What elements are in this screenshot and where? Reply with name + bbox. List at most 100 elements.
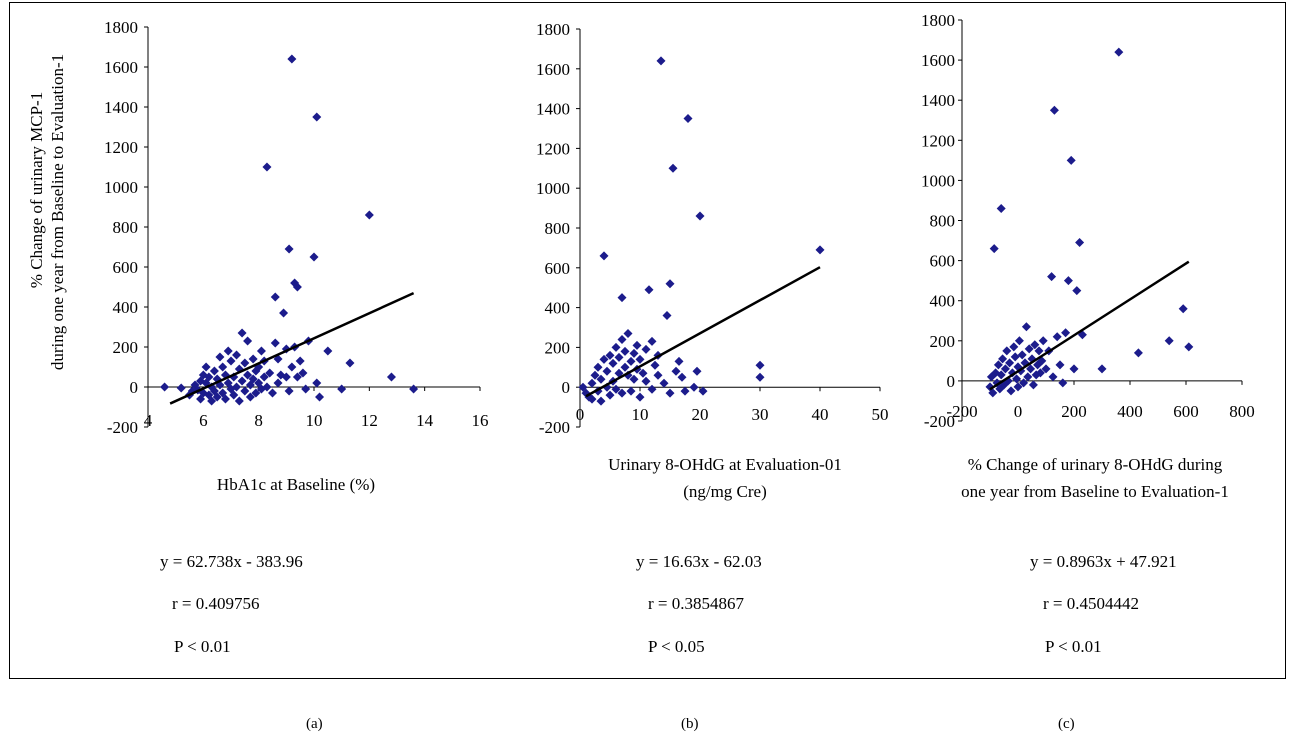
y-tick-label-c: 800 (930, 212, 956, 231)
data-point-a (323, 346, 333, 356)
data-point-c (1075, 238, 1085, 248)
data-point-a (284, 244, 294, 254)
x-axis-label-a: HbA1c at Baseline (%) (217, 475, 375, 494)
data-point-c (1049, 105, 1059, 115)
data-point-a (301, 384, 311, 394)
data-point-a (273, 378, 283, 388)
y-tick-label-c: 1400 (921, 91, 955, 110)
data-point-c (1058, 378, 1068, 388)
data-point-c (1024, 344, 1034, 354)
data-point-b (599, 354, 609, 364)
data-point-c (1164, 336, 1174, 346)
y-tick-label-a: 1800 (104, 18, 138, 37)
data-point-c (996, 370, 1006, 380)
r-value-c: r = 0.4504442 (1043, 594, 1139, 613)
data-point-b (626, 386, 636, 396)
data-point-b (638, 368, 648, 378)
data-point-c (1114, 47, 1124, 57)
x-axis-label-c-line1: % Change of urinary 8-OHdG during (968, 455, 1223, 474)
data-point-a (234, 396, 244, 406)
x-tick-label-a: 4 (144, 411, 153, 430)
data-point-b (587, 394, 597, 404)
data-point-c (1034, 346, 1044, 356)
data-point-a (265, 368, 275, 378)
data-point-b (617, 293, 627, 303)
data-point-c (1133, 348, 1143, 358)
data-point-c (1014, 336, 1024, 346)
data-point-a (201, 362, 211, 372)
data-point-b (674, 356, 684, 366)
data-point-a (254, 362, 264, 372)
data-point-b (623, 328, 633, 338)
data-point-b (656, 56, 666, 66)
data-point-b (614, 352, 624, 362)
y-axis-label-line2: during one year from Baseline to Evaluat… (48, 54, 67, 370)
data-point-a (212, 392, 222, 402)
data-point-b (677, 372, 687, 382)
data-point-a (237, 328, 247, 338)
data-point-a (226, 356, 236, 366)
data-point-b (755, 372, 765, 382)
data-point-a (270, 338, 280, 348)
equation-b: y = 16.63x - 62.03 (636, 552, 762, 571)
data-point-b (644, 285, 654, 295)
y-tick-label-a: 1200 (104, 138, 138, 157)
x-tick-label-a: 6 (199, 411, 208, 430)
data-point-b (665, 279, 675, 289)
x-tick-label-a: 14 (416, 411, 434, 430)
y-tick-label-b: 200 (545, 338, 571, 357)
data-point-b (671, 366, 681, 376)
data-point-b (602, 366, 612, 376)
data-point-b (605, 350, 615, 360)
data-point-b (698, 386, 708, 396)
y-tick-label-a: 1400 (104, 98, 138, 117)
data-point-a (207, 396, 217, 406)
y-tick-label-c: 600 (930, 252, 956, 271)
scatter-panel-b: -200 0 200 400 600 800 1000 1200 1400 1600 1800 0 10… (536, 20, 889, 437)
data-point-b (620, 362, 630, 372)
data-point-b (632, 340, 642, 350)
y-tick-label-a: 1600 (104, 58, 138, 77)
data-point-b (611, 342, 621, 352)
y-tick-label-b: 0 (562, 378, 571, 397)
data-point-b (635, 354, 645, 364)
data-point-b (695, 211, 705, 221)
equation-c: y = 0.8963x + 47.921 (1030, 552, 1177, 571)
data-point-c (1066, 155, 1076, 165)
data-point-a (345, 358, 355, 368)
p-value-c: P < 0.01 (1045, 637, 1102, 656)
data-point-b (620, 346, 630, 356)
data-point-c (1023, 372, 1033, 382)
data-point-b (650, 360, 660, 370)
data-point-a (281, 372, 291, 382)
y-tick-label-a: 200 (113, 338, 139, 357)
y-tick-label-a: -200 (107, 418, 138, 437)
data-point-a (256, 346, 266, 356)
data-point-c (1006, 386, 1016, 396)
data-point-b (692, 366, 702, 376)
data-point-c (998, 354, 1008, 364)
y-tick-label-b: 1200 (536, 139, 570, 158)
x-tick-label-a: 10 (306, 411, 323, 430)
x-tick-label-b: 0 (576, 405, 585, 424)
y-tick-label-a: 400 (113, 298, 139, 317)
data-point-b (689, 382, 699, 392)
data-point-c (1055, 360, 1065, 370)
data-point-c (1178, 304, 1188, 314)
data-point-a (248, 354, 258, 364)
data-point-a (237, 376, 247, 386)
data-point-a (295, 356, 305, 366)
data-point-a (248, 374, 258, 384)
x-tick-label-c: 0 (1014, 402, 1023, 421)
x-tick-label-c: 600 (1173, 402, 1199, 421)
trend-line-b (585, 266, 821, 398)
y-tick-label-c: 400 (930, 292, 956, 311)
data-point-a (279, 308, 289, 318)
y-tick-label-a: 1000 (104, 178, 138, 197)
data-point-a (204, 372, 214, 382)
data-point-a (262, 162, 272, 172)
x-axis-label-b-line1: Urinary 8-OHdG at Evaluation-01 (608, 455, 842, 474)
data-point-a (409, 384, 419, 394)
data-point-c (1019, 378, 1029, 388)
scatter-panel-a: -200 0 200 400 600 800 1000 1200 1400 1600 1800 4 6 8… (104, 18, 489, 437)
